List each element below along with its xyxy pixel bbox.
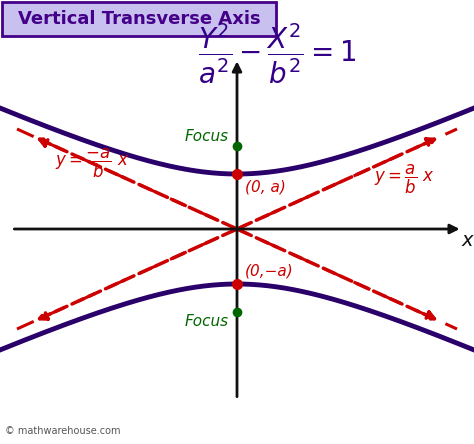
Text: Focus: Focus [185,129,229,144]
Text: $y = \dfrac{a}{b}\ x$: $y = \dfrac{a}{b}\ x$ [374,163,435,196]
Text: x: x [461,231,473,250]
Text: © mathwarehouse.com: © mathwarehouse.com [5,426,120,436]
Text: (0,−a): (0,−a) [245,264,294,279]
Text: Vertical Transverse Axis: Vertical Transverse Axis [18,10,260,28]
Text: $\dfrac{Y^2}{a^2} - \dfrac{X^2}{b^2} = 1$: $\dfrac{Y^2}{a^2} - \dfrac{X^2}{b^2} = 1… [198,22,356,86]
Text: (0, a): (0, a) [245,179,286,194]
Text: $y = \dfrac{-a}{b}\ x$: $y = \dfrac{-a}{b}\ x$ [55,147,130,180]
Text: Focus: Focus [185,314,229,329]
FancyBboxPatch shape [2,2,276,36]
